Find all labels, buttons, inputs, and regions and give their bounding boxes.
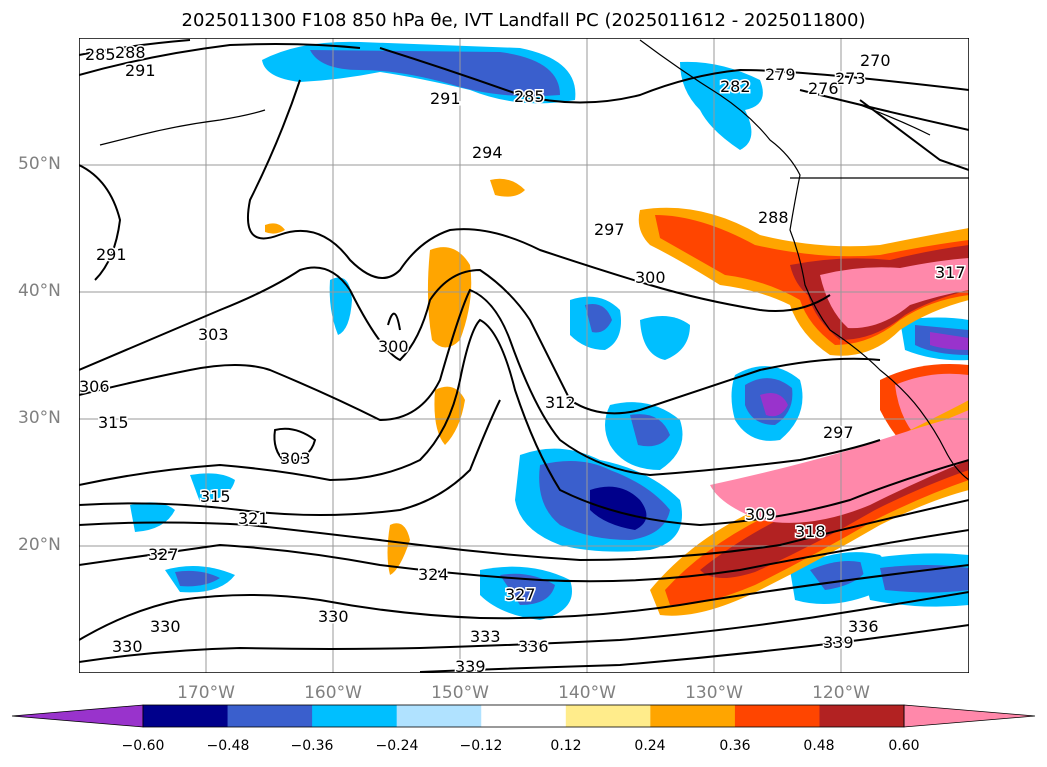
lon-label: 130°W — [685, 683, 743, 703]
contour-label: 291 — [430, 89, 461, 108]
contour-label: 330 — [112, 637, 143, 656]
contour-label: 336 — [518, 637, 549, 656]
lon-label: 160°W — [304, 683, 362, 703]
colorbar-extend-min — [11, 704, 144, 728]
contour-label: 333 — [470, 627, 501, 646]
contour-label: 294 — [472, 143, 503, 162]
colorbar-segment — [312, 705, 398, 727]
colorbar-tick-label: 0.48 — [803, 738, 835, 754]
contour-label: 315 — [200, 487, 231, 506]
lon-label: 120°W — [812, 683, 870, 703]
contour-label: 309 — [745, 505, 776, 524]
colorbar-tick-label: 0.12 — [550, 738, 582, 754]
colorbar — [11, 704, 1036, 728]
colorbar-segment — [565, 705, 651, 727]
coastline — [99, 39, 969, 481]
contour-label: 270 — [860, 51, 891, 70]
contour-label: 312 — [545, 393, 576, 412]
contour-label: 288 — [115, 43, 146, 62]
lon-label: 170°W — [177, 683, 235, 703]
contour-label: 282 — [720, 77, 751, 96]
contour-label: 300 — [378, 337, 409, 356]
map-title: 2025011300 F108 850 hPa θe, IVT Landfall… — [181, 10, 866, 31]
contour-label: 306 — [79, 377, 110, 396]
colorbar-outline — [142, 704, 905, 728]
contour-label: 285 — [85, 45, 116, 64]
contour-label: 318 — [795, 522, 826, 541]
contour-label: 315 — [98, 413, 129, 432]
contour-label: 285 — [514, 87, 545, 106]
colorbar-tick-label: −0.60 — [121, 738, 165, 754]
colorbar-tick-label: −0.24 — [375, 738, 419, 754]
colorbar-tick-label: −0.12 — [459, 738, 503, 754]
colorbar-tick-label: −0.48 — [206, 738, 250, 754]
positive-anomaly-shading — [265, 178, 969, 616]
lat-label: 50°N — [18, 154, 61, 174]
colorbar-tick-label: −0.36 — [290, 738, 334, 754]
colorbar-extend-max — [903, 704, 1036, 728]
lon-label: 140°W — [558, 683, 616, 703]
colorbar-segment — [819, 705, 905, 727]
colorbar-tick-label: 0.60 — [888, 738, 920, 754]
theta-e-contours — [79, 39, 969, 673]
colorbar-segment — [650, 705, 736, 727]
colorbar-segment — [734, 705, 820, 727]
contour-label: 330 — [318, 607, 349, 626]
contour-label: 276 — [808, 79, 839, 98]
contour-label: 300 — [635, 268, 666, 287]
contour-label: 279 — [765, 65, 796, 84]
colorbar-segment — [396, 705, 482, 727]
contour-label: 291 — [96, 245, 127, 264]
colorbar-segment — [227, 705, 313, 727]
colorbar-segment — [143, 705, 229, 727]
lon-label: 150°W — [431, 683, 489, 703]
contour-label: 330 — [150, 617, 181, 636]
contour-label: 336 — [848, 617, 879, 636]
contour-label: 324 — [418, 565, 449, 584]
colorbar-tick-label: 0.24 — [634, 738, 666, 754]
lat-label: 40°N — [18, 281, 61, 301]
colorbar-segment — [481, 705, 567, 727]
contour-label: 339 — [455, 657, 486, 676]
contour-label: 291 — [125, 61, 156, 80]
contour-label: 297 — [823, 423, 854, 442]
contour-label: 303 — [198, 325, 229, 344]
contour-labels: 285 288 291 270 273 276 279 282 285 291 … — [79, 42, 967, 676]
lat-label: 30°N — [18, 408, 61, 428]
colorbar-tick-label: 0.36 — [719, 738, 751, 754]
contour-label: 321 — [238, 509, 269, 528]
contour-label: 288 — [758, 208, 789, 227]
contour-label: 303 — [280, 449, 311, 468]
contour-label: 327 — [505, 585, 536, 604]
contour-label: 317 — [935, 263, 966, 282]
contour-label: 273 — [835, 69, 866, 88]
contour-label: 339 — [823, 633, 854, 652]
lat-label: 20°N — [18, 535, 61, 555]
contour-label: 327 — [148, 545, 179, 564]
contour-label: 297 — [594, 220, 625, 239]
